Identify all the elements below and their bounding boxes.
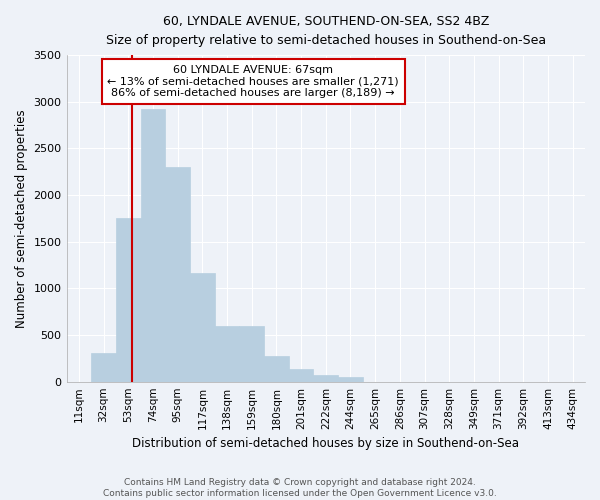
Bar bbox=[215, 326, 239, 382]
Bar bbox=[239, 326, 264, 382]
X-axis label: Distribution of semi-detached houses by size in Southend-on-Sea: Distribution of semi-detached houses by … bbox=[132, 437, 519, 450]
Bar bbox=[338, 377, 363, 382]
Bar bbox=[289, 368, 313, 382]
Y-axis label: Number of semi-detached properties: Number of semi-detached properties bbox=[15, 109, 28, 328]
Bar bbox=[313, 374, 338, 382]
Text: Contains HM Land Registry data © Crown copyright and database right 2024.
Contai: Contains HM Land Registry data © Crown c… bbox=[103, 478, 497, 498]
Title: 60, LYNDALE AVENUE, SOUTHEND-ON-SEA, SS2 4BZ
Size of property relative to semi-d: 60, LYNDALE AVENUE, SOUTHEND-ON-SEA, SS2… bbox=[106, 15, 546, 47]
Bar bbox=[264, 356, 289, 382]
Bar bbox=[140, 109, 165, 382]
Text: 60 LYNDALE AVENUE: 67sqm
← 13% of semi-detached houses are smaller (1,271)
86% o: 60 LYNDALE AVENUE: 67sqm ← 13% of semi-d… bbox=[107, 65, 399, 98]
Bar bbox=[91, 353, 116, 382]
Bar bbox=[165, 167, 190, 382]
Bar bbox=[116, 218, 140, 382]
Bar bbox=[190, 272, 215, 382]
